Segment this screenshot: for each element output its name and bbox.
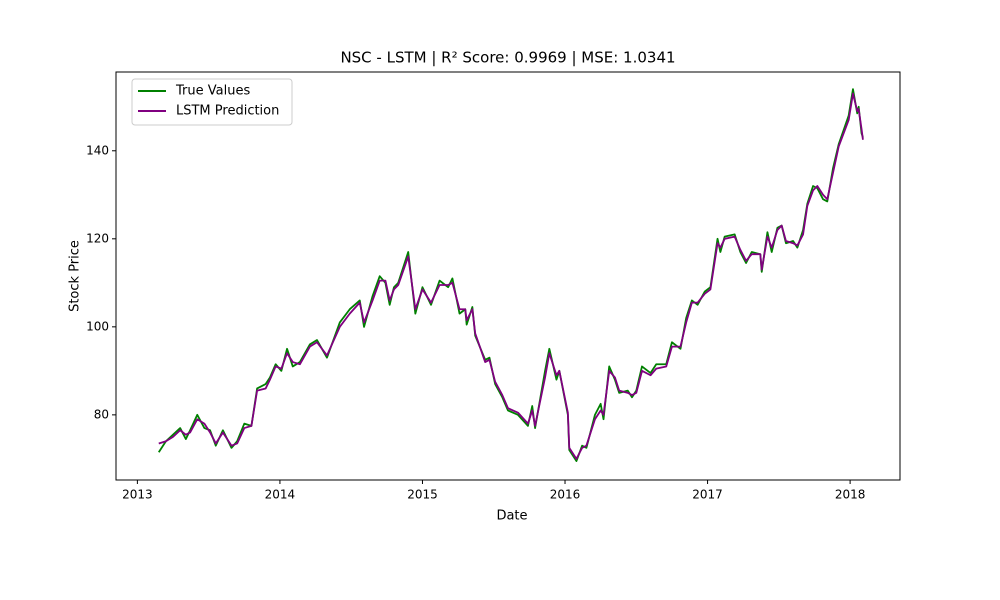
chart-title: NSC - LSTM | R² Score: 0.9969 | MSE: 1.0…: [340, 49, 675, 67]
x-tick-label: 2015: [407, 488, 438, 502]
x-tick-label: 2016: [550, 488, 581, 502]
plot-frame: [115, 71, 901, 481]
y-tick-label: 120: [86, 231, 109, 245]
y-tick-label: 80: [94, 407, 109, 421]
x-tick-label: 2018: [835, 488, 866, 502]
legend-box: [131, 78, 293, 126]
x-axis-label: Date: [496, 509, 527, 524]
x-tick-label: 2014: [265, 488, 296, 502]
series-line: [158, 88, 864, 462]
y-axis-label: Stock Price: [68, 240, 83, 312]
y-tick-label: 100: [86, 319, 109, 333]
y-tick-label: 140: [86, 143, 109, 157]
series-line: [158, 92, 864, 460]
legend-label: True Values: [175, 84, 250, 99]
x-tick-label: 2013: [122, 488, 153, 502]
x-tick-label: 2017: [692, 488, 723, 502]
legend-label: LSTM Prediction: [176, 104, 279, 119]
